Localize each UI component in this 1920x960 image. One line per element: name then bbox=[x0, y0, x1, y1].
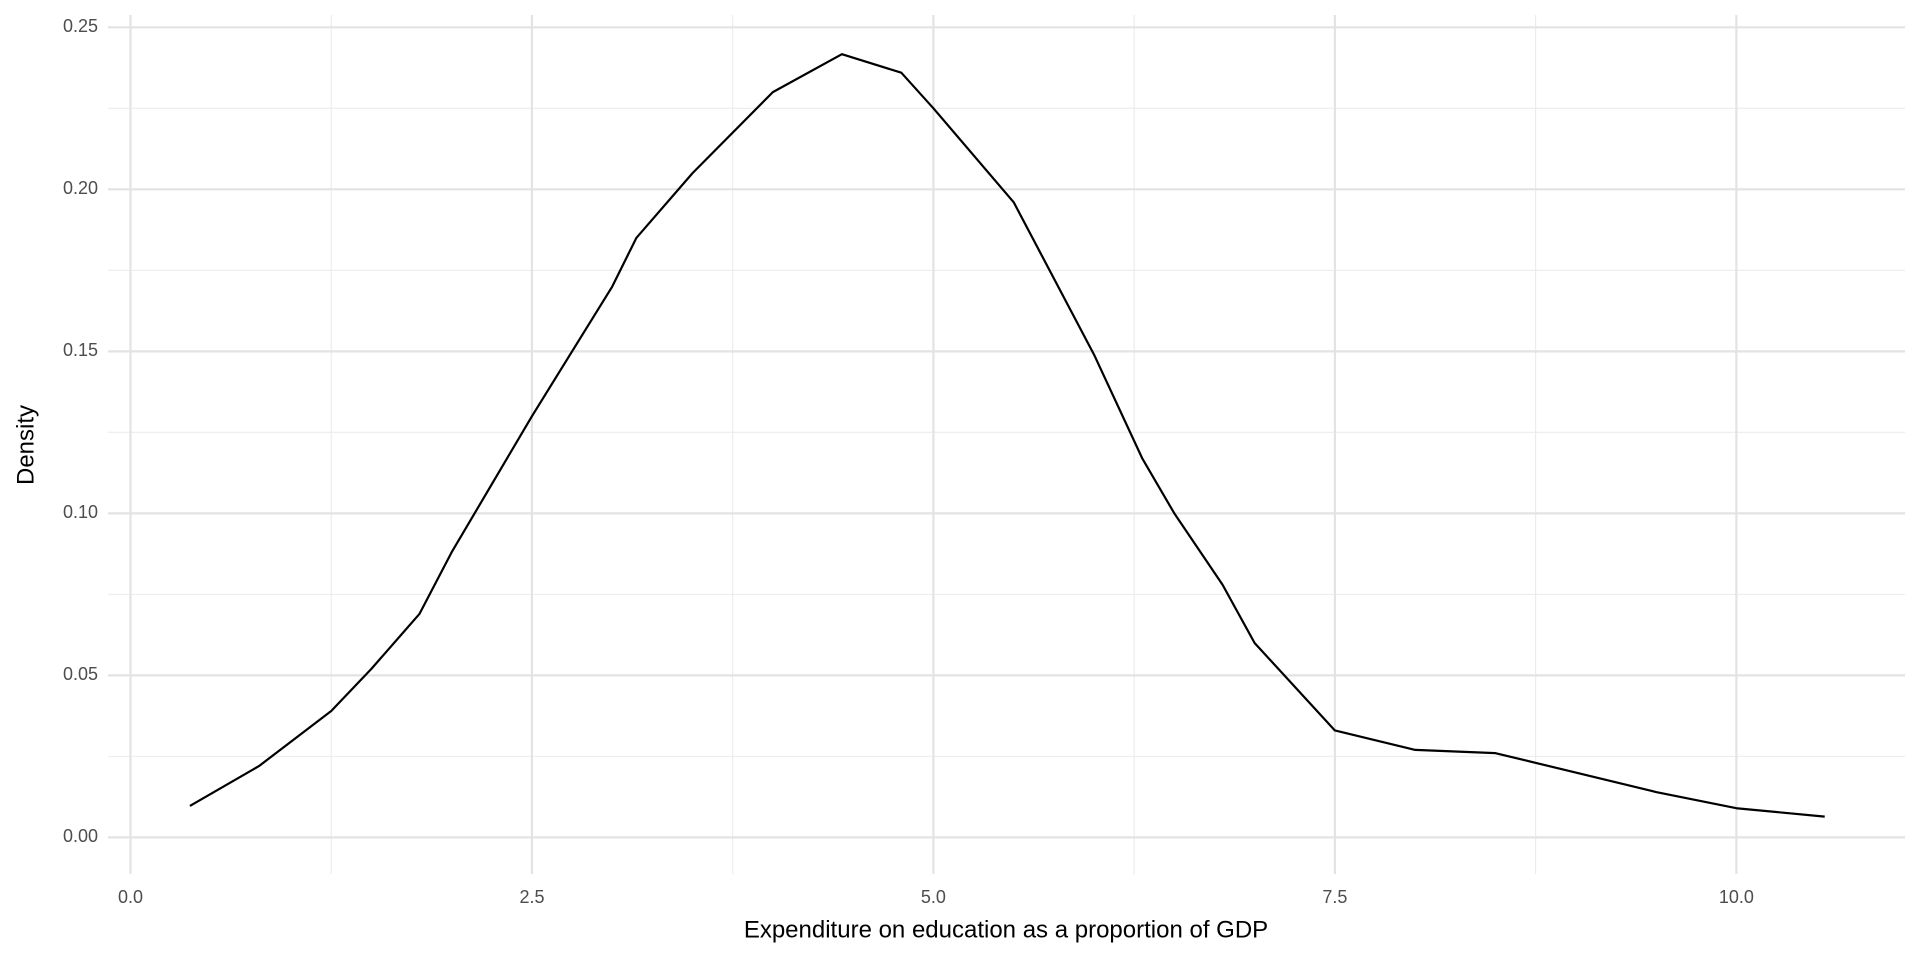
y-tick-label: 0.20 bbox=[63, 178, 98, 198]
x-tick-label: 5.0 bbox=[921, 887, 946, 907]
x-tick-label: 0.0 bbox=[118, 887, 143, 907]
x-tick-label: 10.0 bbox=[1719, 887, 1754, 907]
y-tick-label: 0.15 bbox=[63, 340, 98, 360]
density-line bbox=[189, 53, 1825, 818]
y-tick-label: 0.00 bbox=[63, 826, 98, 846]
x-axis-title: Expenditure on education as a proportion… bbox=[744, 916, 1268, 943]
y-tick-label: 0.25 bbox=[63, 16, 98, 36]
x-tick-label: 7.5 bbox=[1322, 887, 1347, 907]
y-axis-title: Density bbox=[12, 405, 39, 485]
x-tick-label: 2.5 bbox=[519, 887, 544, 907]
y-tick-label: 0.05 bbox=[63, 664, 98, 684]
y-tick-label: 0.10 bbox=[63, 502, 98, 522]
